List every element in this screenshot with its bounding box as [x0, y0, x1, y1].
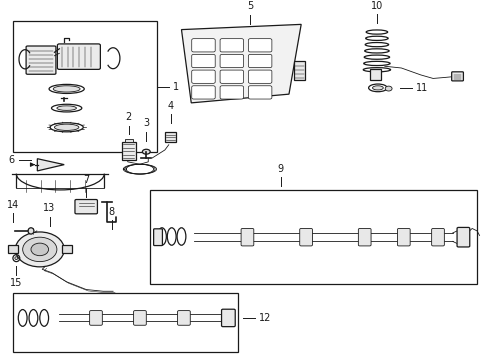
- Text: 3: 3: [143, 118, 149, 129]
- Polygon shape: [37, 159, 64, 171]
- Ellipse shape: [50, 123, 83, 132]
- FancyBboxPatch shape: [300, 229, 313, 246]
- Bar: [8, 245, 18, 253]
- Ellipse shape: [51, 104, 82, 112]
- Ellipse shape: [15, 257, 18, 260]
- FancyBboxPatch shape: [57, 44, 100, 69]
- FancyBboxPatch shape: [177, 311, 190, 325]
- FancyBboxPatch shape: [248, 54, 272, 68]
- Text: 11: 11: [416, 83, 428, 93]
- Ellipse shape: [372, 86, 383, 90]
- Text: 7: 7: [83, 175, 89, 185]
- Bar: [13, 21, 157, 152]
- Circle shape: [31, 243, 49, 256]
- Text: 5: 5: [247, 1, 253, 12]
- Text: 4: 4: [168, 101, 174, 111]
- Circle shape: [385, 86, 392, 91]
- FancyBboxPatch shape: [192, 86, 215, 99]
- FancyBboxPatch shape: [248, 86, 272, 99]
- FancyBboxPatch shape: [241, 229, 254, 246]
- Polygon shape: [181, 24, 301, 103]
- Bar: [122, 142, 136, 161]
- FancyBboxPatch shape: [358, 229, 371, 246]
- Bar: [294, 61, 305, 80]
- Bar: [165, 132, 175, 142]
- Ellipse shape: [57, 106, 76, 111]
- FancyBboxPatch shape: [397, 229, 410, 246]
- FancyBboxPatch shape: [192, 54, 215, 68]
- FancyBboxPatch shape: [154, 229, 162, 246]
- FancyBboxPatch shape: [26, 46, 56, 74]
- FancyBboxPatch shape: [75, 199, 98, 214]
- Text: 2: 2: [125, 112, 132, 122]
- Text: 8: 8: [109, 207, 115, 217]
- Bar: [125, 139, 133, 142]
- Ellipse shape: [143, 149, 150, 154]
- Text: 15: 15: [10, 278, 23, 288]
- Text: 10: 10: [371, 1, 383, 11]
- Text: 12: 12: [259, 313, 271, 323]
- FancyBboxPatch shape: [248, 39, 272, 52]
- FancyBboxPatch shape: [90, 311, 102, 325]
- FancyBboxPatch shape: [248, 70, 272, 83]
- FancyBboxPatch shape: [134, 311, 147, 325]
- Text: 14: 14: [7, 200, 19, 210]
- Bar: [13, 293, 238, 352]
- Text: 13: 13: [44, 203, 56, 213]
- Bar: [150, 190, 477, 284]
- FancyBboxPatch shape: [220, 86, 244, 99]
- Ellipse shape: [53, 86, 80, 92]
- FancyBboxPatch shape: [192, 39, 215, 52]
- FancyBboxPatch shape: [220, 39, 244, 52]
- Circle shape: [23, 237, 57, 262]
- Text: 6: 6: [9, 155, 15, 165]
- Text: 1: 1: [173, 82, 179, 92]
- FancyBboxPatch shape: [220, 70, 244, 83]
- Bar: [370, 69, 381, 80]
- FancyBboxPatch shape: [221, 309, 235, 327]
- FancyBboxPatch shape: [452, 72, 464, 81]
- FancyBboxPatch shape: [432, 229, 444, 246]
- Ellipse shape: [49, 84, 84, 94]
- Ellipse shape: [54, 124, 79, 130]
- Ellipse shape: [28, 228, 34, 234]
- Text: 9: 9: [278, 164, 284, 174]
- FancyBboxPatch shape: [220, 54, 244, 68]
- Bar: [62, 245, 72, 253]
- FancyBboxPatch shape: [457, 228, 470, 247]
- Circle shape: [15, 232, 64, 267]
- FancyBboxPatch shape: [192, 70, 215, 83]
- Ellipse shape: [368, 84, 387, 92]
